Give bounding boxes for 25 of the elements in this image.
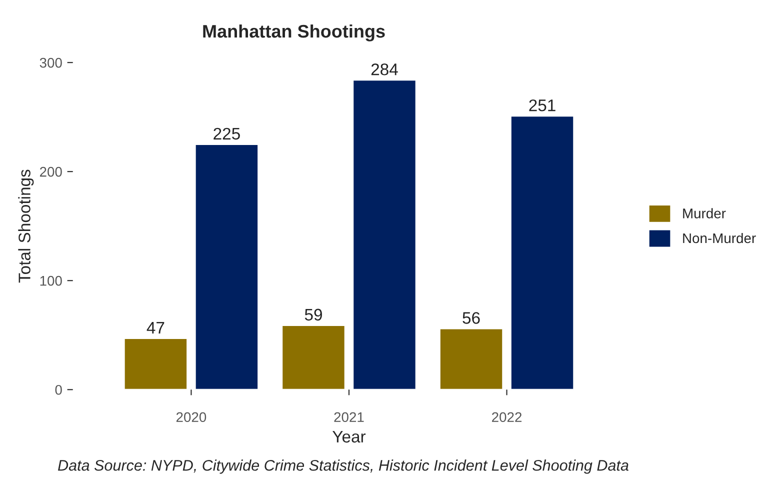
y-tick-label: 100 [40,276,62,286]
legend-label: Non-Murder [683,232,756,244]
bar [439,328,504,390]
data-label: 251 [529,99,556,112]
x-tick-label: 2020 [176,412,206,422]
data-label: 56 [462,312,480,324]
chart-title: Manhattan Shootings [203,24,385,42]
bar [352,79,417,390]
x-tick-label: 2021 [334,412,364,422]
y-tick-label: 0 [55,384,62,395]
bar [510,115,575,390]
data-label: 47 [146,322,164,334]
bar [194,144,259,390]
y-tick-label: 200 [40,166,62,177]
bar [281,324,346,390]
source-note: Data Source: NYPD, Citywide Crime Statistics, Historic Incident Level Shooting Data [58,460,628,474]
data-label: 59 [304,308,322,321]
bar [123,338,188,390]
legend-label: Murder [683,208,726,218]
data-label: 225 [214,128,240,140]
y-tick-label: 300 [40,58,62,68]
data-label: 284 [371,63,398,76]
x-tick-label: 2022 [492,412,522,422]
y-axis-title: Total Shootings [18,170,34,283]
x-axis-title: Year [332,430,366,443]
